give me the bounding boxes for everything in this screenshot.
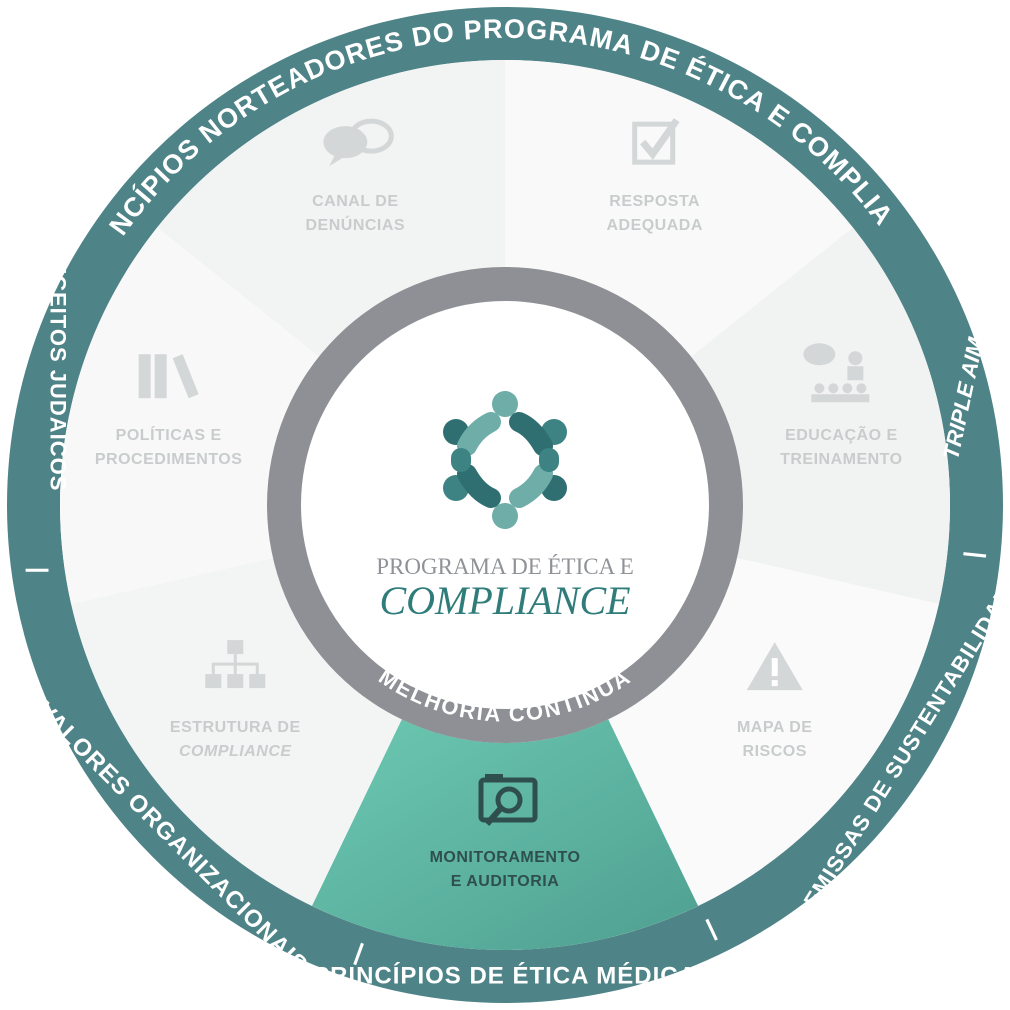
segment-label-educacao-line2: TREINAMENTO — [780, 451, 903, 468]
segment-canal — [157, 60, 505, 357]
checkbox-icon — [632, 118, 680, 165]
magnifier-folder-icon — [478, 774, 538, 826]
outer-ring-bottom-text: PRINCÍPIOS DE ÉTICA MÉDICA — [313, 961, 697, 989]
segment-label-canal-line2: DENÚNCIAS — [305, 215, 405, 234]
outer-ring-separator-1: | — [25, 567, 52, 575]
segment-politicas — [60, 227, 319, 605]
segment-label-mapa-line1: MAPA DE — [737, 719, 813, 736]
warning-icon — [746, 642, 803, 691]
outer-ring-separator-4: | — [959, 549, 987, 559]
center-title: PROGRAMA DE ÉTICA E — [376, 554, 634, 579]
segment-label-monitoramento-line2: E AUDITORIA — [451, 873, 560, 890]
books-icon — [138, 354, 199, 399]
segment-label-estrutura-line2: COMPLIANCE — [179, 743, 292, 760]
segment-label-politicas-line1: POLÍTICAS E — [116, 425, 222, 444]
speech-bubbles-icon — [323, 118, 394, 167]
segment-label-resposta-line1: RESPOSTA — [609, 193, 700, 210]
outer-ring-left-text: PRECEITOS JUDAICOS — [45, 227, 70, 492]
org-chart-icon — [205, 640, 266, 689]
segment-label-monitoramento-line1: MONITORAMENTO — [430, 849, 581, 866]
segment-label-estrutura-line1: ESTRUTURA DE — [170, 719, 301, 736]
segment-educacao — [691, 227, 950, 605]
segment-label-canal-line1: CANAL DE — [312, 193, 398, 210]
segment-mapa — [608, 557, 939, 906]
segment-label-educacao-line1: EDUCAÇÃO E — [785, 424, 898, 444]
segment-label-mapa-line2: RISCOS — [743, 743, 807, 760]
segment-monitoramento — [311, 719, 699, 950]
segment-label-resposta-line2: ADEQUADA — [606, 217, 702, 234]
people-circle-logo — [443, 391, 567, 529]
center-main-title: COMPLIANCE — [379, 578, 630, 623]
segment-label-politicas-line2: PROCEDIMENTOS — [95, 451, 243, 468]
classroom-icon — [803, 343, 870, 403]
segment-estrutura — [71, 557, 402, 906]
segment-resposta — [505, 60, 853, 357]
segments-group: CANAL DE DENÚNCIAS RESPOSTA ADEQUADA EDUCAÇÃ… — [60, 60, 950, 950]
